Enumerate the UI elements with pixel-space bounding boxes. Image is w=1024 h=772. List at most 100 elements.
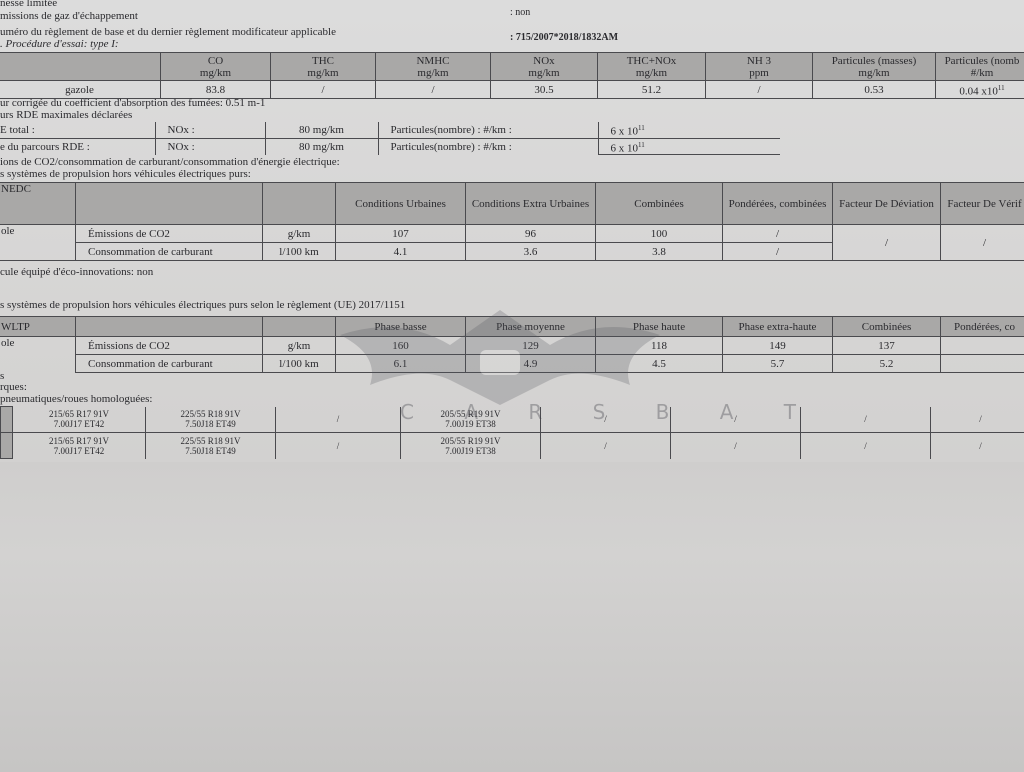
- table-cell: Émissions de CO2: [76, 225, 263, 243]
- table-cell: [941, 337, 1024, 355]
- table-cell: [76, 183, 263, 225]
- table-cell: E total :: [0, 122, 155, 138]
- cell-text: mg/km: [417, 67, 448, 79]
- table-cell: /: [706, 81, 813, 99]
- cell-text: Particules (masses): [832, 55, 917, 67]
- watermark: C A R S B A T: [400, 400, 818, 424]
- line-test-procedure: . Procédure d'essai: type I:: [0, 38, 119, 50]
- table-cell: Pondérées, co: [941, 317, 1024, 337]
- table-cell: [76, 317, 263, 337]
- nedc-section-title: s systèmes de propulsion hors véhicules …: [0, 168, 251, 180]
- table-cell: 96: [466, 225, 596, 243]
- table-cell: 0.04 x1011: [936, 81, 1024, 99]
- row-marker: [1, 433, 13, 459]
- tyre-cell: 225/55 R18 91V 7.50J18 ET49: [146, 433, 276, 459]
- co2-title: ions de CO2/consommation de carburant/co…: [0, 156, 340, 168]
- table-cell: /: [833, 225, 941, 261]
- cell-text: NMHC: [416, 55, 449, 67]
- table-cell: Combinées: [833, 317, 941, 337]
- table-cell: l/100 km: [263, 355, 336, 373]
- table-cell: 3.8: [596, 243, 723, 261]
- table-cell: ole: [0, 225, 76, 261]
- tyre-cell: /: [541, 433, 671, 459]
- table-cell: Pondérées, combinées: [723, 183, 833, 225]
- table-cell: Phase extra-haute: [723, 317, 833, 337]
- table-cell: Combinées: [596, 183, 723, 225]
- cell-text: THC: [312, 55, 334, 67]
- table-cell: 5.7: [723, 355, 833, 373]
- table-cell: 80 mg/km: [265, 138, 378, 155]
- table-cell: 137: [833, 337, 941, 355]
- table-cell: gazole: [0, 81, 161, 99]
- table-cell: 80 mg/km: [265, 122, 378, 138]
- table-cell: Particules(nombre) : #/km :: [378, 138, 598, 155]
- tyre-cell: 225/55 R18 91V 7.50J18 ET49: [146, 407, 276, 433]
- table-cell: 30.5: [491, 81, 598, 99]
- table-cell: /: [723, 225, 833, 243]
- table-cell: NOx :: [155, 122, 265, 138]
- tyre-cell: 205/55 R19 91V 7.00J19 ET38: [401, 433, 541, 459]
- table-cell: Consommation de carburant: [76, 355, 263, 373]
- cell-text: mg/km: [200, 67, 231, 79]
- table-cell: 4.1: [336, 243, 466, 261]
- line-speed-limited: nesse limitée: [0, 0, 57, 9]
- table-cell: NOx :: [155, 138, 265, 155]
- tyre-cell: /: [276, 433, 401, 459]
- tyre-cell: 215/65 R17 91V 7.00J17 ET42: [13, 407, 146, 433]
- cell-text: mg/km: [528, 67, 559, 79]
- table-cell: /: [271, 81, 376, 99]
- table-cell: 83.8: [161, 81, 271, 99]
- tyre-cell: /: [931, 433, 1024, 459]
- table-cell: [263, 183, 336, 225]
- cell-text: ppm: [749, 67, 769, 79]
- eco-innovations: cule équipé d'éco-innovations: non: [0, 266, 153, 278]
- table-cell: e du parcours RDE :: [0, 138, 155, 155]
- table-cell: Facteur De Vérif: [941, 183, 1024, 225]
- cell-text: NH 3: [747, 55, 771, 67]
- table-cell: [941, 355, 1024, 373]
- cell-text: mg/km: [636, 67, 667, 79]
- paper-fold: [0, 462, 1024, 772]
- table-cell: 6 x 1011: [598, 138, 780, 155]
- table-cell: g/km: [263, 225, 336, 243]
- row-marker: [1, 407, 13, 433]
- tyre-cell: 215/65 R17 91V 7.00J17 ET42: [13, 433, 146, 459]
- table-cell: [0, 53, 161, 81]
- table-cell: Facteur De Déviation: [833, 183, 941, 225]
- table-cell: /: [723, 243, 833, 261]
- line-regulation: uméro du règlement de base et du dernier…: [0, 26, 336, 38]
- line-exhaust-emissions: missions de gaz d'échappement: [0, 10, 138, 22]
- table-cell: 0.53: [813, 81, 936, 99]
- table-cell: 3.6: [466, 243, 596, 261]
- tyres-title: pneumatiques/roues homologuées:: [0, 393, 152, 405]
- table-cell: /: [376, 81, 491, 99]
- cell-text: NOx: [533, 55, 554, 67]
- exhaust-value: : non: [510, 7, 530, 19]
- table-cell: ole: [0, 337, 76, 373]
- cell-text: mg/km: [307, 67, 338, 79]
- table-cell: Conditions Extra Urbaines: [466, 183, 596, 225]
- table-cell: 5.2: [833, 355, 941, 373]
- cell-text: #/km: [971, 67, 994, 79]
- table-cell: Émissions de CO2: [76, 337, 263, 355]
- tyre-cell: /: [276, 407, 401, 433]
- tyre-cell: /: [671, 433, 801, 459]
- table-cell: l/100 km: [263, 243, 336, 261]
- tyre-cell: /: [801, 407, 931, 433]
- cell-text: 0.04 x10: [959, 85, 998, 97]
- table-cell: Particules(nombre) : #/km :: [378, 122, 598, 138]
